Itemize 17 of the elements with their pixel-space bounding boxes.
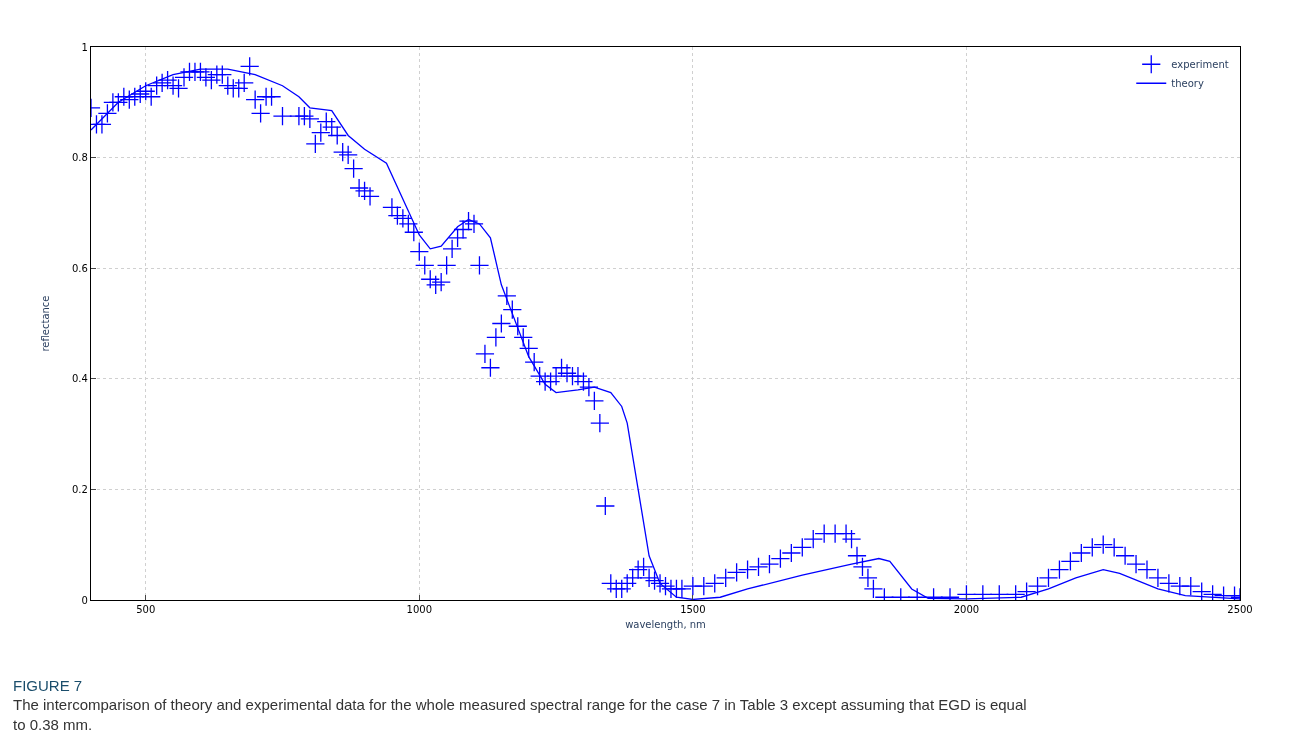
- x-axis-title: wavelength, nm: [625, 618, 706, 630]
- caption: FIGURE 7: [13, 677, 83, 694]
- y-tick-label: 0.6: [71, 262, 88, 274]
- y-tick-label: 0.4: [71, 373, 88, 385]
- text: The intercomparison of theory and experimental data for the whole measured spectral range for the case 7 in Table 3 except assuming that EGD is equal to 0.38 mm.: [13, 696, 1027, 733]
- y-axis-title: reflectance: [39, 295, 51, 352]
- y-tick-label: 1: [81, 41, 88, 53]
- x-tick-label: 2000: [953, 604, 980, 616]
- x-tick-label: 1000: [406, 604, 433, 616]
- legend-label: experiment: [1171, 59, 1229, 71]
- x-tick-label: 2500: [1227, 604, 1253, 616]
- y-tick-label: 0.8: [71, 152, 88, 164]
- x-tick-label: 500: [136, 604, 156, 616]
- x-tick-label: 1500: [680, 604, 706, 616]
- y-tick-label: 0: [81, 594, 88, 606]
- legend-label: theory: [1171, 78, 1204, 90]
- y-tick-label: 0.2: [71, 483, 88, 495]
